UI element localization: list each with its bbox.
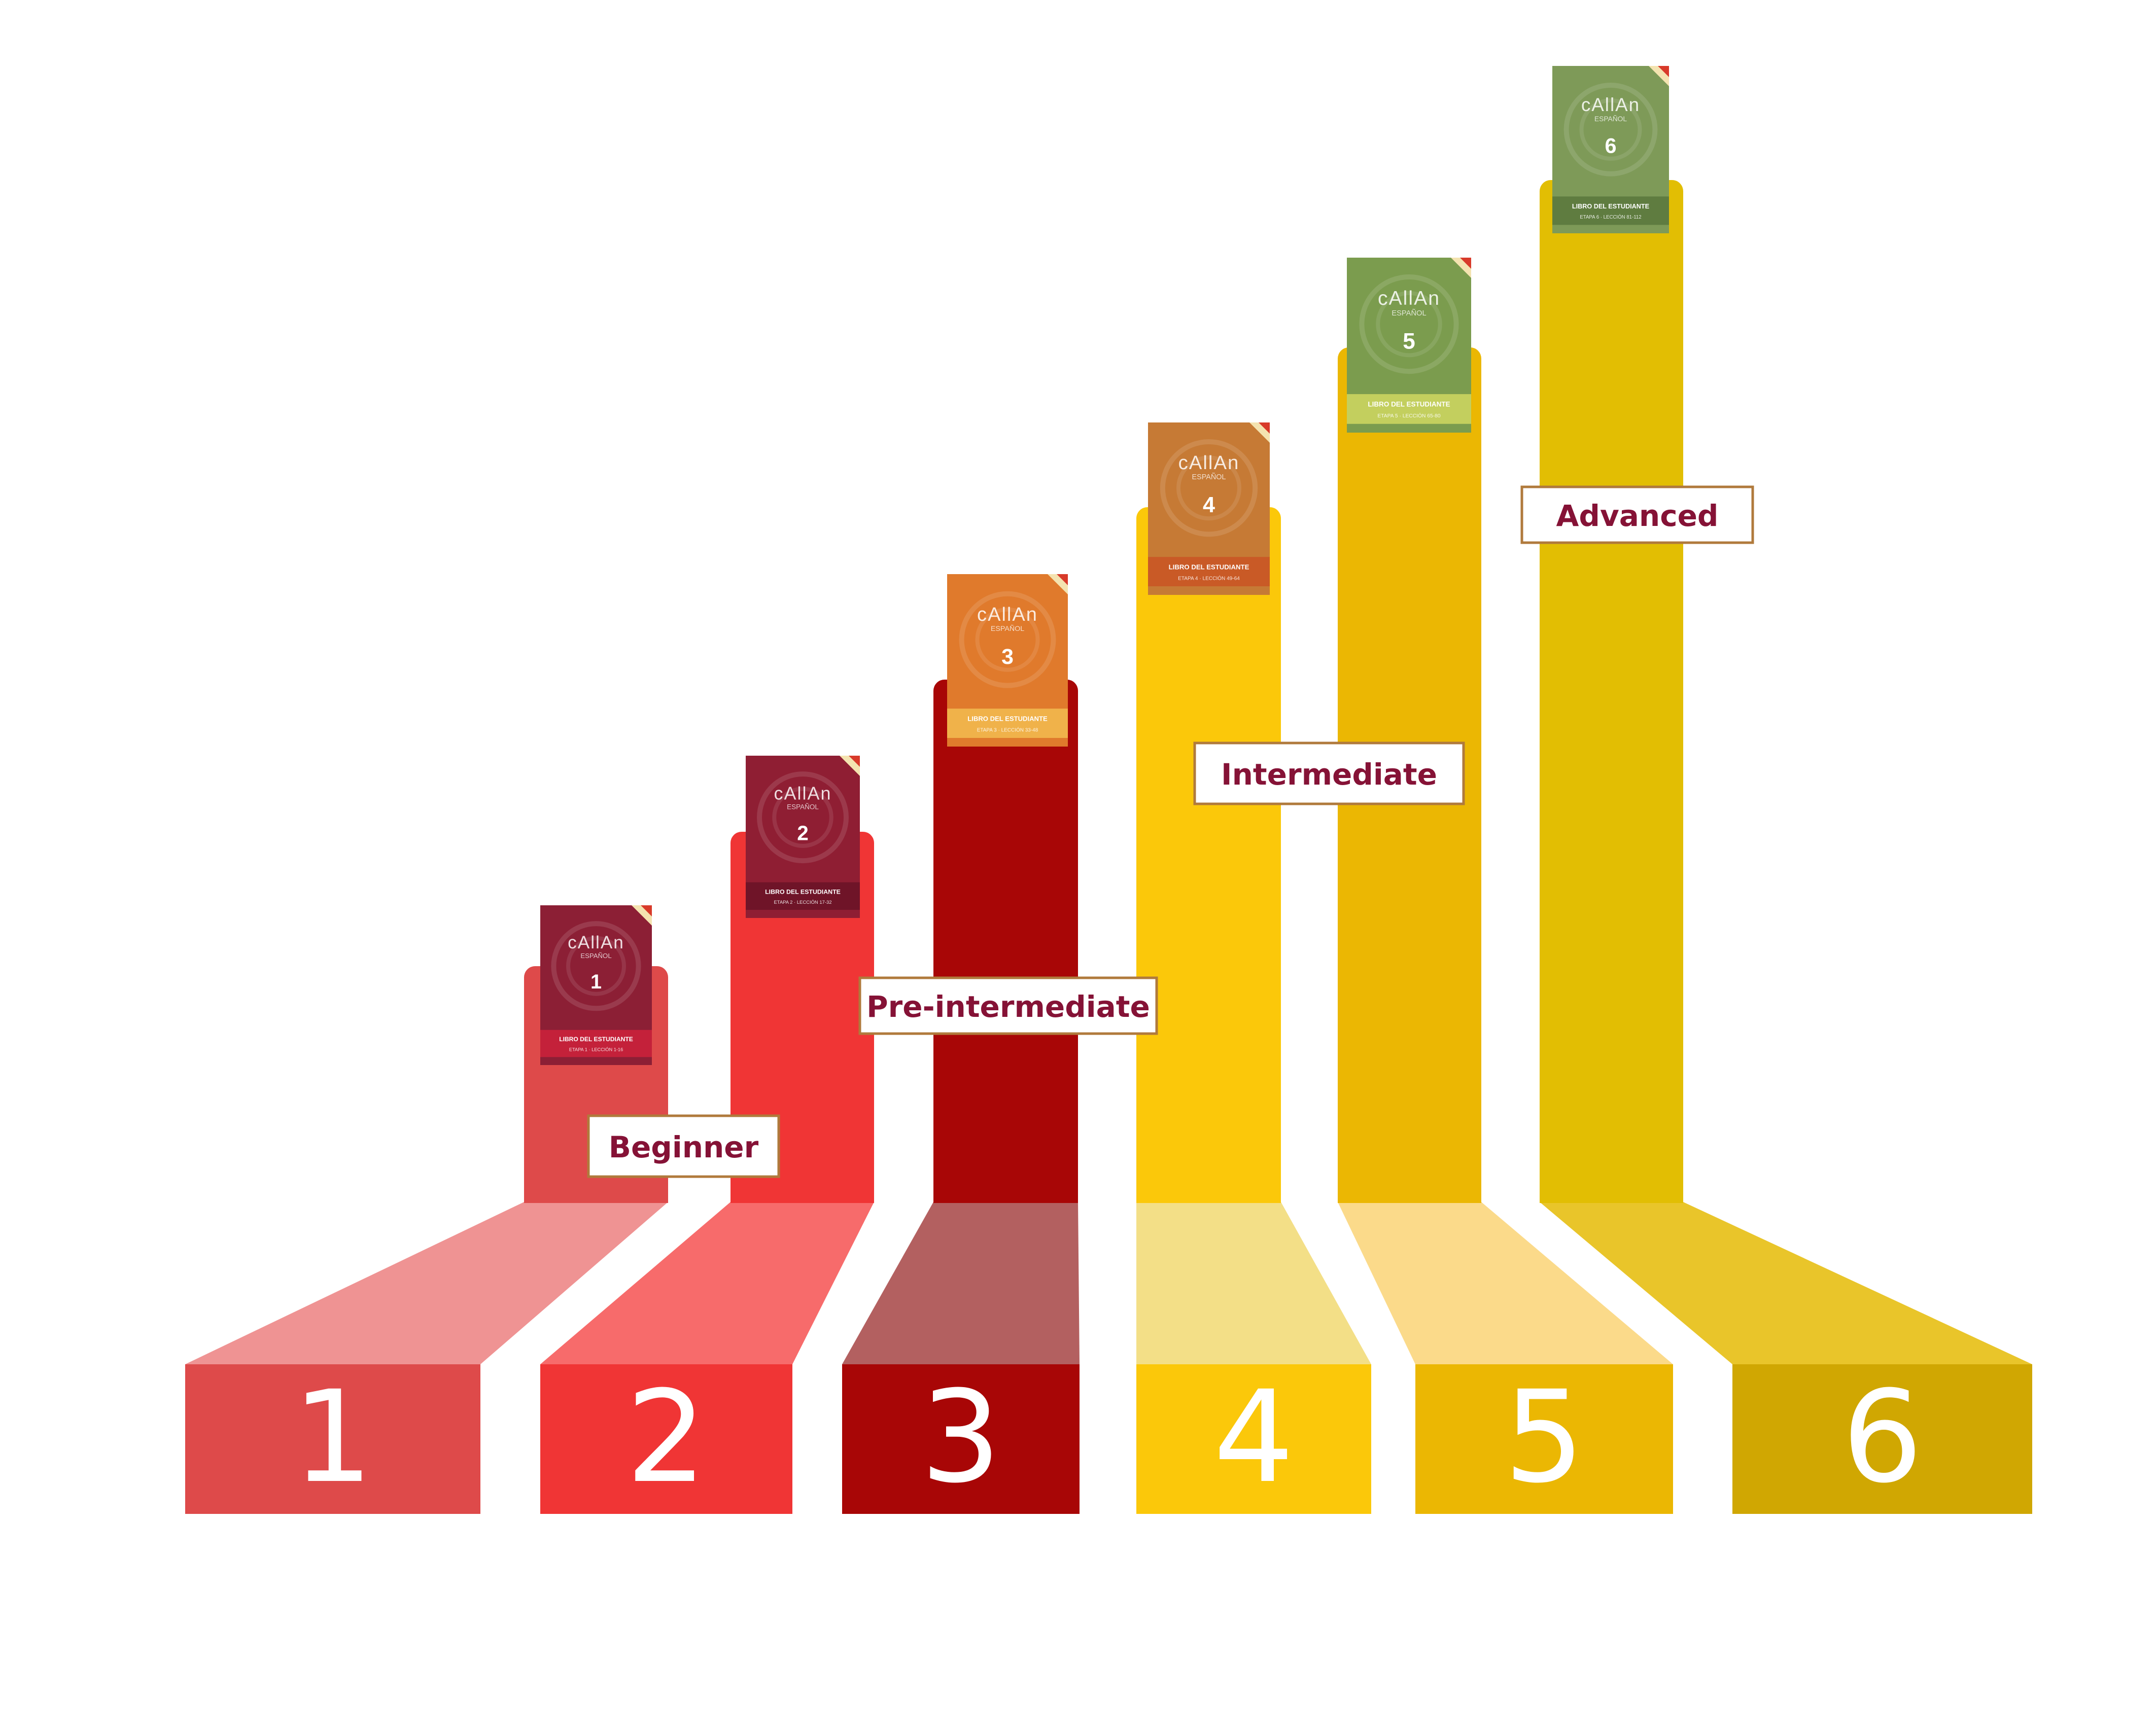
flag-icon-stripe xyxy=(1057,574,1068,585)
step-base xyxy=(842,1364,1080,1514)
step-floor xyxy=(540,1202,874,1364)
book-footer-title: LIBRO DEL ESTUDIANTE xyxy=(1572,203,1649,210)
book-footer-band xyxy=(947,709,1068,738)
step-floor xyxy=(842,1202,1080,1364)
step-floor xyxy=(1338,1202,1673,1364)
book-footer-title: LIBRO DEL ESTUDIANTE xyxy=(967,715,1048,722)
book-brand: cAllAn xyxy=(568,933,624,952)
book-number: 1 xyxy=(590,971,602,993)
flag-icon-stripe xyxy=(1460,258,1471,269)
level-label-text: Intermediate xyxy=(1221,757,1437,792)
book-number: 3 xyxy=(1001,645,1014,669)
book-pattern-ring xyxy=(975,607,1040,672)
book-subtitle: ESPAÑOL xyxy=(991,624,1024,633)
step-base xyxy=(1415,1364,1673,1514)
book-footer-subtitle: ETAPA 6 · LECCIÓN 81-112 xyxy=(1580,215,1641,220)
book-footer-subtitle: ETAPA 2 · LECCIÓN 17-32 xyxy=(774,900,832,905)
book-pattern-ring xyxy=(1579,98,1642,161)
book-footer-title: LIBRO DEL ESTUDIANTE xyxy=(1169,563,1249,571)
step-number: 6 xyxy=(1842,1363,1923,1511)
book-footer-band xyxy=(1148,557,1270,586)
level-label-beginner: Beginner xyxy=(587,1114,780,1178)
step-column-body xyxy=(933,700,1078,1203)
level-label-box xyxy=(1193,741,1465,805)
level-label-box xyxy=(1520,485,1754,544)
book-number: 6 xyxy=(1605,134,1616,158)
book-number: 5 xyxy=(1403,329,1415,353)
step-number: 1 xyxy=(292,1363,373,1511)
step-floor xyxy=(1540,1202,2032,1364)
level-label-intermediate: Intermediate xyxy=(1193,741,1465,805)
step-column-body xyxy=(1136,527,1281,1203)
book-footer-band xyxy=(540,1030,652,1057)
step-number: 2 xyxy=(626,1363,707,1511)
step-base xyxy=(185,1364,480,1514)
step-base xyxy=(540,1364,792,1514)
book-footer-title: LIBRO DEL ESTUDIANTE xyxy=(559,1036,633,1043)
book-pattern-ring xyxy=(1359,274,1459,374)
book-footer-band xyxy=(1347,394,1471,424)
book-footer-subtitle: ETAPA 4 · LECCIÓN 49-64 xyxy=(1178,575,1240,581)
book-footer-title: LIBRO DEL ESTUDIANTE xyxy=(1368,401,1450,408)
book-footer-subtitle: ETAPA 3 · LECCIÓN 33-48 xyxy=(977,726,1038,733)
level-label-text: Advanced xyxy=(1556,499,1719,533)
book-pattern-ring xyxy=(1176,455,1241,521)
book-pattern-ring xyxy=(959,591,1056,688)
step-base xyxy=(1136,1364,1371,1514)
book-brand: cAllAn xyxy=(977,604,1038,625)
book-pattern-ring xyxy=(1160,439,1258,537)
book-footer-title: LIBRO DEL ESTUDIANTE xyxy=(765,888,841,895)
book-subtitle: ESPAÑOL xyxy=(1192,473,1226,481)
step-number: 5 xyxy=(1504,1363,1584,1511)
step-base xyxy=(1732,1364,2032,1514)
level-label-text: Pre-intermediate xyxy=(866,989,1150,1024)
book-subtitle: ESPAÑOL xyxy=(787,803,819,811)
level-label-box xyxy=(858,976,1158,1035)
book-subtitle: ESPAÑOL xyxy=(1594,115,1627,123)
book-subtitle: ESPAÑOL xyxy=(580,952,611,960)
level-label-box xyxy=(587,1114,780,1178)
book-subtitle: ESPAÑOL xyxy=(1392,309,1426,317)
book-brand: cAllAn xyxy=(1378,288,1440,309)
book-footer-subtitle: ETAPA 1 · LECCIÓN 1-16 xyxy=(569,1047,623,1052)
book-pattern-ring xyxy=(772,787,833,848)
level-label-pre-intermediate: Pre-intermediate xyxy=(858,976,1158,1035)
flag-icon-stripe xyxy=(1259,422,1270,434)
book-number: 4 xyxy=(1203,493,1215,517)
flag-icon-stripe xyxy=(849,756,860,767)
level-label-advanced: Advanced xyxy=(1520,485,1754,544)
book-footer-band xyxy=(746,882,860,910)
flag-icon-stripe xyxy=(641,905,652,916)
level-label-text: Beginner xyxy=(609,1130,759,1164)
flag-icon-stripe xyxy=(1658,66,1669,77)
book-brand: cAllAn xyxy=(1581,94,1640,115)
book-pattern-ring xyxy=(1376,291,1442,358)
book-pattern-ring xyxy=(566,936,626,996)
step-floor xyxy=(185,1202,668,1364)
book-footer-band xyxy=(1552,196,1669,225)
step-floor xyxy=(1136,1202,1371,1364)
book-number: 2 xyxy=(797,821,809,844)
step-column-body xyxy=(1540,200,1683,1203)
step-number: 4 xyxy=(1213,1363,1294,1511)
book-pattern-ring xyxy=(551,921,641,1011)
step-number: 3 xyxy=(920,1363,1001,1511)
book-pattern-ring xyxy=(757,771,849,864)
book-brand: cAllAn xyxy=(1178,452,1240,474)
book-brand: cAllAn xyxy=(774,783,831,803)
book-pattern-ring xyxy=(1563,83,1658,176)
book-footer-subtitle: ETAPA 5 · LECCIÓN 65-80 xyxy=(1377,412,1440,419)
